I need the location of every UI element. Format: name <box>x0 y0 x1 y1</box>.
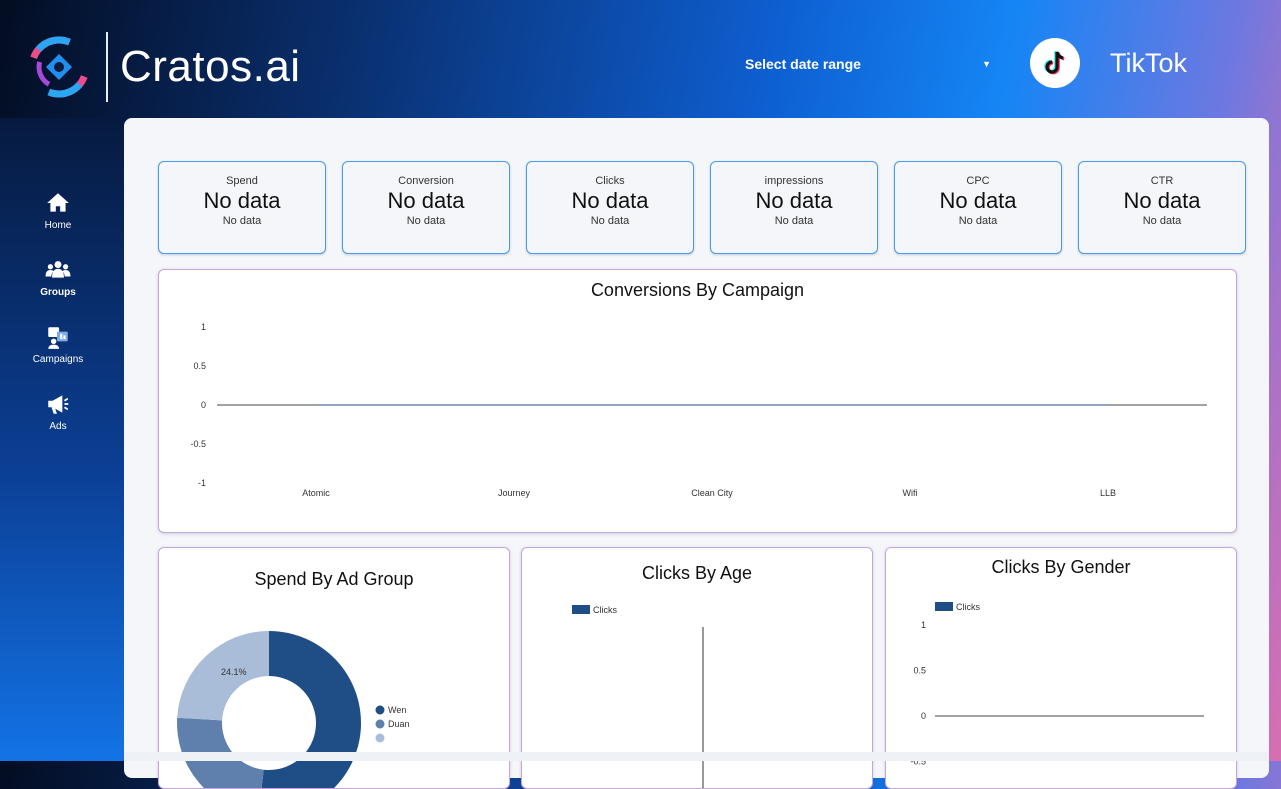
legend-swatch <box>375 733 385 743</box>
kpi-card-ctr[interactable]: CTR No data No data <box>1078 161 1246 254</box>
platform-name: TikTok <box>1110 47 1188 78</box>
y-tick-label: 0 <box>921 711 926 721</box>
x-tick-label: Atomic <box>302 488 330 498</box>
sidebar-item-label: Campaigns <box>32 354 84 365</box>
kpi-value: No data <box>387 188 465 213</box>
clicks-by-gender-panel: Clicks By Gender Clicks 1 0.5 0 -0.5 <box>885 547 1237 789</box>
y-tick-label: -0.5 <box>190 439 206 449</box>
kpi-card-impressions[interactable]: impressions No data No data <box>710 161 878 254</box>
sidebar-item-home[interactable]: Home <box>0 190 116 231</box>
legend-swatch <box>375 719 385 729</box>
y-tick-label: 1 <box>201 322 206 332</box>
conversions-by-campaign-panel: Conversions By Campaign 1 0.5 0 -0.5 -1 Atomi… <box>158 269 1237 533</box>
date-range-select[interactable]: Select date range ▼ <box>745 52 995 76</box>
legend-label: Wen <box>388 705 406 715</box>
legend-label: Duan <box>388 719 410 729</box>
slice-data-label: 24.1% <box>221 667 247 677</box>
kpi-label: Clicks <box>595 175 625 187</box>
kpi-subvalue: No data <box>774 215 814 227</box>
kpi-subvalue: No data <box>958 215 998 227</box>
kpi-value: No data <box>571 188 649 213</box>
kpi-row: Spend No data No data Conversion No data… <box>158 161 1246 254</box>
cratos-logo-icon <box>28 36 90 98</box>
kpi-label: Spend <box>226 175 258 187</box>
kpi-label: CPC <box>966 175 990 187</box>
kpi-subvalue: No data <box>1142 215 1182 227</box>
chevron-down-icon: ▼ <box>982 59 991 69</box>
y-tick-label: 0 <box>201 400 206 410</box>
kpi-value: No data <box>755 188 833 213</box>
kpi-subvalue: No data <box>590 215 630 227</box>
kpi-label: Conversion <box>398 175 454 187</box>
sidebar-item-campaigns[interactable]: Campaigns <box>0 324 116 365</box>
y-tick-label: 0.5 <box>193 361 206 371</box>
y-tick-label: 0.5 <box>913 666 926 676</box>
kpi-value: No data <box>939 188 1017 213</box>
chart-title: Conversions By Campaign <box>590 280 805 300</box>
legend-swatch <box>572 605 590 614</box>
kpi-subvalue: No data <box>222 215 262 227</box>
clicks-by-age-panel: Clicks By Age Clicks <box>521 547 873 789</box>
y-tick-label: -1 <box>198 478 206 488</box>
sidebar-item-label: Ads <box>49 421 67 432</box>
pie-slice <box>261 631 361 788</box>
kpi-label: impressions <box>764 175 824 187</box>
brand-logo[interactable]: Cratos.ai <box>24 30 301 104</box>
chart-title: Spend By Ad Group <box>254 569 414 589</box>
kpi-value: No data <box>1123 188 1201 213</box>
x-tick-label: Clean City <box>691 488 733 498</box>
kpi-label: CTR <box>1150 175 1174 187</box>
pie-slice <box>177 631 269 721</box>
legend-swatch <box>935 602 953 611</box>
kpi-card-conversion[interactable]: Conversion No data No data <box>342 161 510 254</box>
kpi-card-cpc[interactable]: CPC No data No data <box>894 161 1062 254</box>
legend-swatch <box>375 705 385 715</box>
chart-title: Clicks By Age <box>641 563 753 583</box>
kpi-subvalue: No data <box>406 215 446 227</box>
kpi-card-clicks[interactable]: Clicks No data No data <box>526 161 694 254</box>
x-tick-label: Wifi <box>903 488 918 498</box>
sidebar-nav: Home Groups Campaigns Ads <box>0 190 116 458</box>
dashboard-content: Spend No data No data Conversion No data… <box>124 118 1269 789</box>
campaigns-icon <box>48 327 68 349</box>
sidebar-item-ads[interactable]: Ads <box>0 391 116 432</box>
brand-name: Cratos.ai <box>120 42 301 91</box>
x-tick-label: Journey <box>498 488 531 498</box>
sidebar-item-label: Home <box>44 220 72 231</box>
megaphone-icon <box>48 395 69 414</box>
date-range-label: Select date range <box>745 56 861 72</box>
platform-indicator[interactable]: TikTok <box>1030 38 1187 88</box>
home-icon <box>47 193 69 212</box>
kpi-card-spend[interactable]: Spend No data No data <box>158 161 326 254</box>
legend-label: Clicks <box>593 605 617 615</box>
sidebar-item-label: Groups <box>40 287 76 298</box>
kpi-value: No data <box>203 188 281 213</box>
legend-label: Clicks <box>956 602 980 612</box>
bottom-fade <box>124 752 1269 761</box>
sidebar-item-groups[interactable]: Groups <box>0 257 116 298</box>
x-tick-label: LLB <box>1100 488 1116 498</box>
chart-title: Clicks By Gender <box>991 557 1131 577</box>
logo-divider <box>106 32 108 102</box>
conversions-line-chart: 1 0.5 0 -0.5 -1 Atomic Journey Clean City Wifi LL… <box>190 322 1207 498</box>
tiktok-logo-icon <box>1030 38 1080 88</box>
sidebar-background <box>0 118 124 761</box>
groups-icon <box>45 261 71 278</box>
y-tick-label: 1 <box>921 620 926 630</box>
